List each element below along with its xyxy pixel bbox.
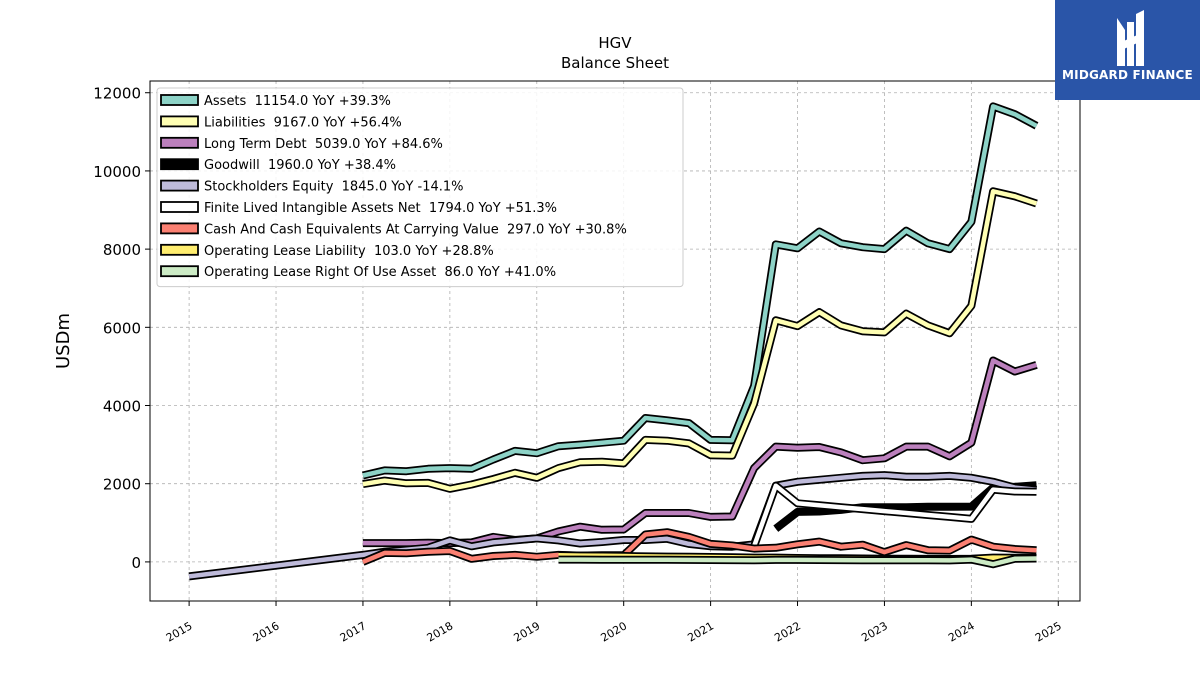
legend-label-2: Long Term Debt 5039.0 YoY +84.6% (204, 137, 443, 152)
legend: Assets 11154.0 YoY +39.3% Liabilities 916… (156, 87, 684, 288)
series-line-5 (751, 483, 1037, 548)
chart-title: HGV (598, 34, 632, 52)
legend-swatch-2 (160, 136, 199, 149)
y-tick-label: 4000 (103, 398, 141, 416)
brand-name: MIDGARD FINANCE (1062, 68, 1193, 82)
y-tick-label: 8000 (103, 241, 141, 259)
x-tick-label: 2023 (859, 619, 890, 644)
legend-label-8: Operating Lease Right Of Use Asset 86.0 … (204, 265, 556, 280)
axes-frame (149, 80, 1081, 602)
series-layer (188, 102, 1039, 581)
y-axis-label: USDm (53, 313, 74, 369)
legend-label-0: Assets 11154.0 YoY +39.3% (204, 94, 391, 109)
legend-label-5: Finite Lived Intangible Assets Net 1794.… (204, 201, 557, 216)
series-line-8 (558, 556, 1037, 567)
y-tick-label: 12000 (93, 85, 141, 103)
legend-box (156, 87, 684, 288)
midgard-logo-icon (1117, 10, 1144, 66)
legend-swatch-7 (160, 243, 199, 256)
legend-swatch-8 (160, 265, 199, 278)
y-tick-label: 10000 (93, 163, 141, 181)
legend-swatch-1 (160, 115, 199, 128)
legend-swatch-4 (160, 179, 199, 192)
legend-label-4: Stockholders Equity 1845.0 YoY -14.1% (204, 180, 464, 195)
y-tick-label: 6000 (103, 319, 141, 337)
legend-label-3: Goodwill 1960.0 YoY +38.4% (204, 158, 396, 173)
x-tick-label: 2017 (338, 619, 369, 644)
x-tick-label: 2019 (512, 619, 543, 644)
legend-swatch-0 (160, 94, 199, 106)
legend-swatch-5 (160, 201, 199, 213)
x-tick-label: 2024 (946, 619, 977, 644)
x-tick-label: 2022 (772, 619, 803, 644)
legend-label-6: Cash And Cash Equivalents At Carrying Va… (204, 222, 627, 237)
x-tick-label: 2018 (425, 619, 456, 644)
legend-swatch-6 (160, 222, 199, 235)
y-tick-label: 0 (131, 554, 141, 572)
legend-swatch-3 (160, 158, 199, 171)
x-tick-label: 2015 (164, 619, 195, 644)
y-tick-label: 2000 (103, 476, 141, 494)
legend-label-1: Liabilities 9167.0 YoY +56.4% (204, 115, 402, 130)
series-line-2 (362, 358, 1038, 546)
series-line-1 (362, 189, 1038, 492)
legend-label-7: Operating Lease Liability 103.0 YoY +28.… (204, 244, 494, 259)
y-axis: 0 2000 4000 6000 8000 10000 12000 (93, 85, 150, 572)
x-tick-label: 2025 (1033, 619, 1064, 644)
series-line-6 (362, 529, 1037, 564)
x-tick-label: 2021 (685, 619, 716, 644)
x-axis: 2015 2016 2017 2018 2019 2020 2021 2022 2023 2024… (164, 601, 1064, 645)
series-line-0 (362, 104, 1038, 478)
series-line-4 (188, 472, 1037, 579)
chart-subtitle: Balance Sheet (561, 54, 669, 72)
x-tick-label: 2016 (251, 619, 282, 644)
x-tick-label: 2020 (598, 619, 629, 644)
brand-logo: MIDGARD FINANCE (1055, 0, 1200, 100)
